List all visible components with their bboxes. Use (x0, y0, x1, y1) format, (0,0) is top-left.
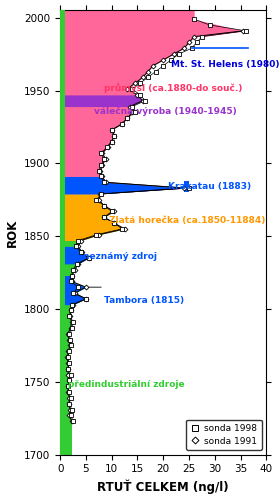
Text: předindustriální zdroje: předindustriální zdroje (68, 380, 185, 390)
Text: průmysl (ca.1880-do souč.): průmysl (ca.1880-do souč.) (104, 82, 242, 92)
Text: neznámý zdroj: neznámý zdroj (83, 252, 157, 261)
X-axis label: RTUŤ CELKEM (ng/l): RTUŤ CELKEM (ng/l) (97, 480, 229, 494)
Text: Krakatau (1883): Krakatau (1883) (168, 182, 251, 191)
Text: Tambora (1815): Tambora (1815) (104, 296, 184, 305)
Y-axis label: ROK: ROK (6, 218, 18, 246)
Legend: sonda 1998, sonda 1991: sonda 1998, sonda 1991 (186, 420, 262, 450)
Text: válečná výroba (1940-1945): válečná výroba (1940-1945) (94, 106, 236, 116)
Text: Zlatá horečka (ca.1850-11884): Zlatá horečka (ca.1850-11884) (109, 216, 265, 224)
Text: Mt. St. Helens (1980): Mt. St. Helens (1980) (171, 60, 279, 69)
